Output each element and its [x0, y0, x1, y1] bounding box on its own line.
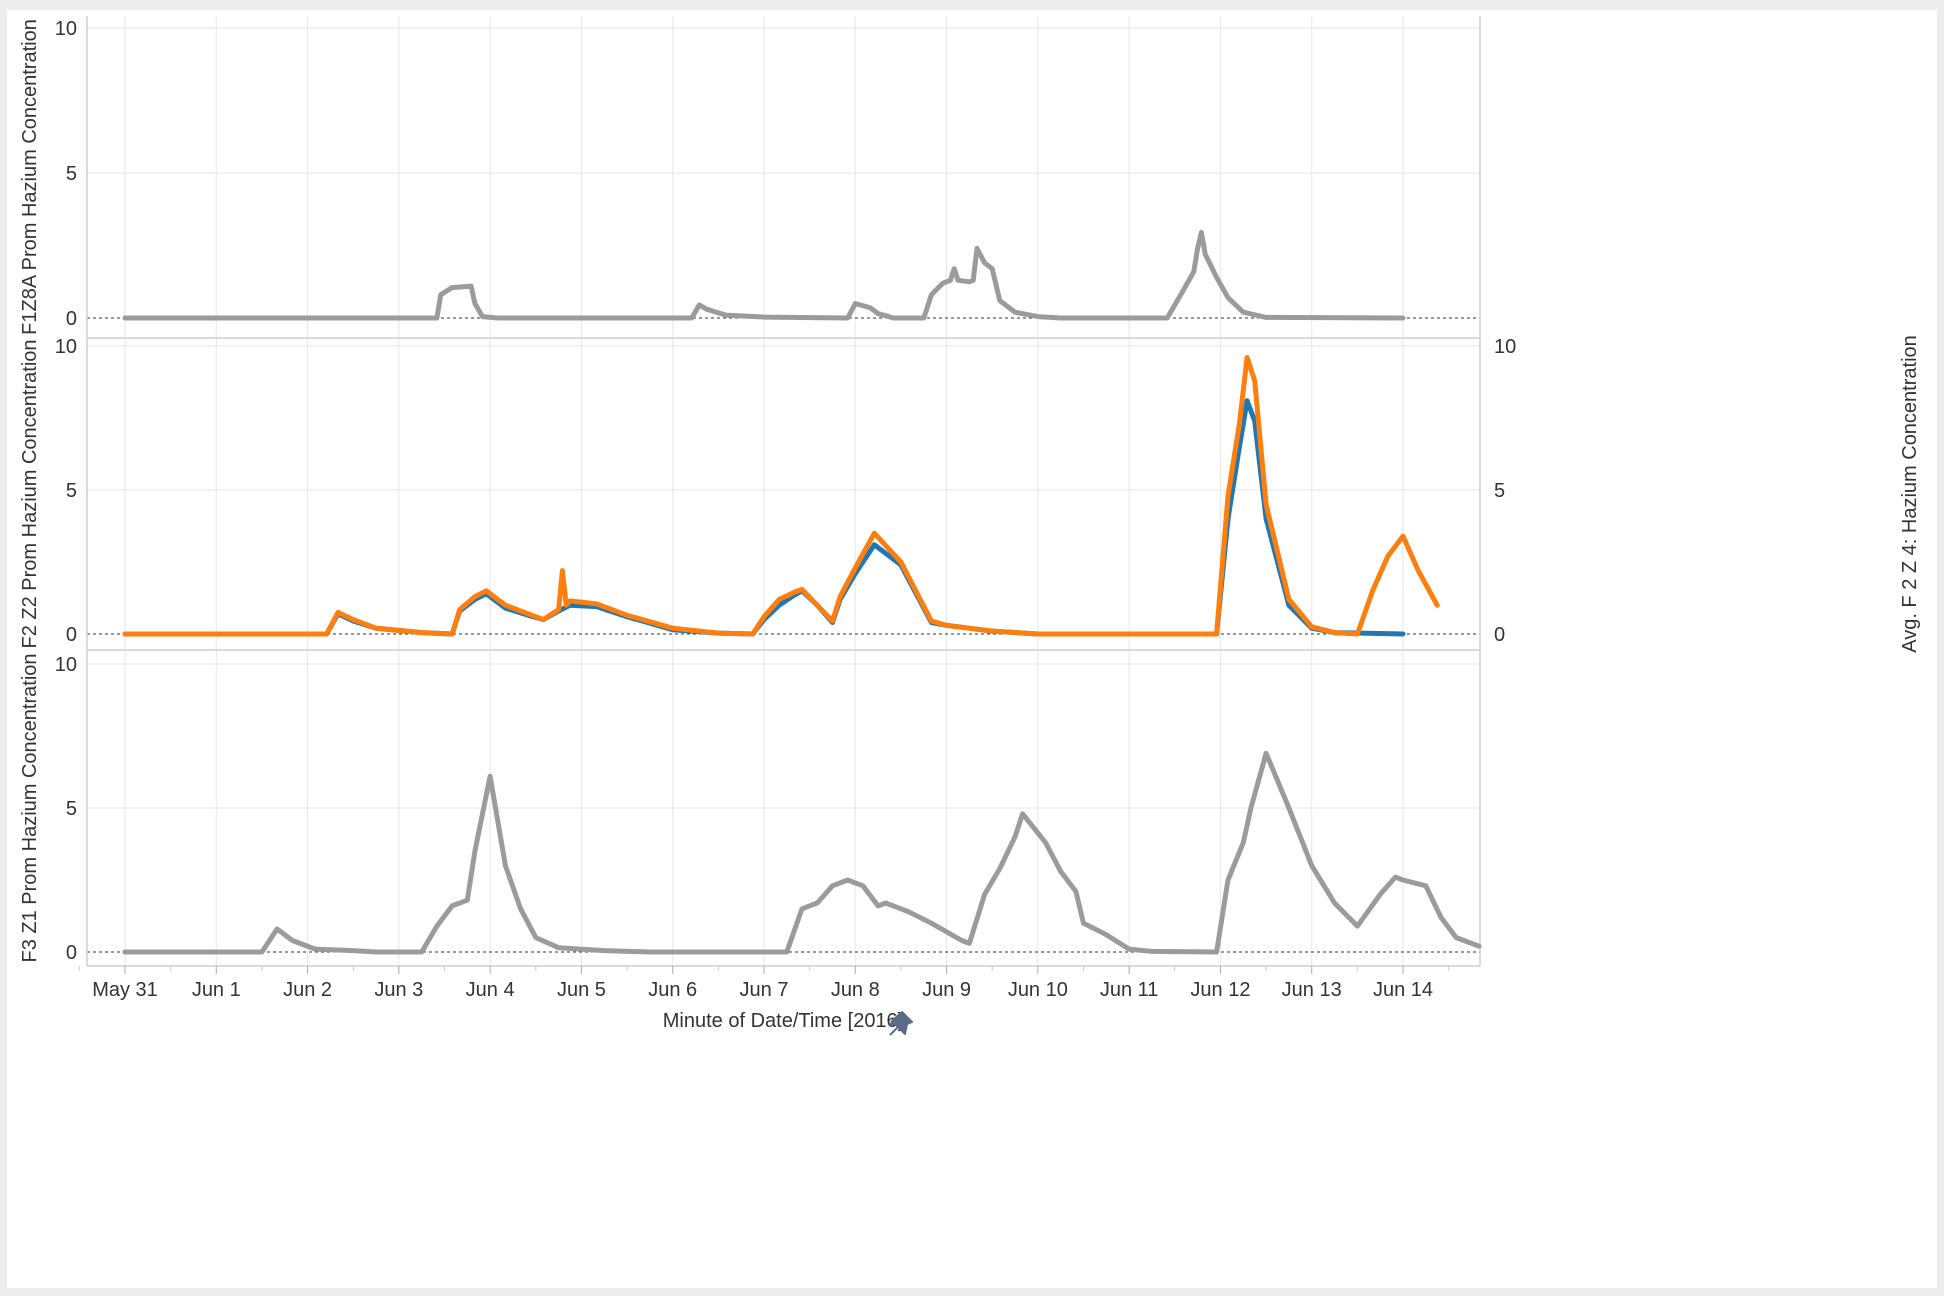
pane-1: 0 5 10 F1Z8A Prom Hazium Concentration: [19, 16, 1481, 339]
x-tick-label: Jun 7: [740, 979, 789, 1001]
y-right-tick-label: 10: [1494, 336, 1516, 358]
x-axis-title: Minute of Date/Time [2016]: [663, 1010, 904, 1032]
x-tick-label: Jun 6: [648, 979, 697, 1001]
y-tick-label: 10: [55, 336, 77, 358]
pin-icon[interactable]: [889, 1011, 913, 1036]
x-axis: May 31 Jun 1 Jun 2 Jun 3 Jun 4 Jun 5 Jun 6 Jun …: [78, 966, 1450, 1001]
x-tick-label: Jun 5: [557, 979, 606, 1001]
pane-2: 0 5 10 F2 Z2 Prom Hazium Concentration 0 5 10 A…: [19, 335, 1921, 653]
x-tick-label: Jun 10: [1008, 979, 1068, 1001]
x-tick-label: Jun 14: [1373, 979, 1433, 1001]
series-line-gray: [122, 229, 1406, 321]
y-tick-label: 0: [66, 942, 77, 964]
y-axis-title: F2 Z2 Prom Hazium Concentration: [19, 339, 41, 648]
y-tick-label: 5: [66, 798, 77, 820]
x-tick-label: Jun 13: [1282, 979, 1342, 1001]
y-tick-label: 5: [66, 163, 77, 185]
hazium-concentration-chart: 0 5 10 F1Z8A Prom Hazium Concentration 0 5 10 F…: [19, 16, 1921, 1036]
y-axis-title: F3 Z1 Prom Hazium Concentration: [19, 653, 41, 962]
x-tick-label: Jun 4: [466, 979, 515, 1001]
y-right-axis-title: Avg. F 2 Z 4: Hazium Concentration: [1899, 335, 1921, 653]
y-axis-title: F1Z8A Prom Hazium Concentration: [19, 19, 41, 335]
x-tick-label: Jun 1: [192, 979, 241, 1001]
y-tick-label: 10: [55, 654, 77, 676]
chart-frame: 0 5 10 F1Z8A Prom Hazium Concentration 0 5 10 F…: [7, 10, 1937, 1288]
x-tick-label: Jun 9: [922, 979, 971, 1001]
series-line-orange: [122, 355, 1440, 637]
x-tick-label: Jun 12: [1190, 979, 1250, 1001]
pane-3: 0 5 10 F3 Z1 Prom Hazium Concentration: [19, 650, 1482, 967]
x-tick-label: May 31: [92, 979, 158, 1001]
y-tick-label: 0: [66, 624, 77, 646]
series-line-gray: [122, 750, 1482, 955]
y-tick-label: 10: [55, 18, 77, 40]
x-tick-label: Jun 8: [831, 979, 880, 1001]
x-tick-label: Jun 11: [1100, 979, 1159, 1001]
y-right-tick-label: 5: [1494, 480, 1505, 502]
x-tick-label: Jun 3: [374, 979, 423, 1001]
y-tick-label: 5: [66, 480, 77, 502]
y-tick-label: 0: [66, 308, 77, 330]
y-right-tick-label: 0: [1494, 624, 1505, 646]
x-tick-label: Jun 2: [283, 979, 332, 1001]
